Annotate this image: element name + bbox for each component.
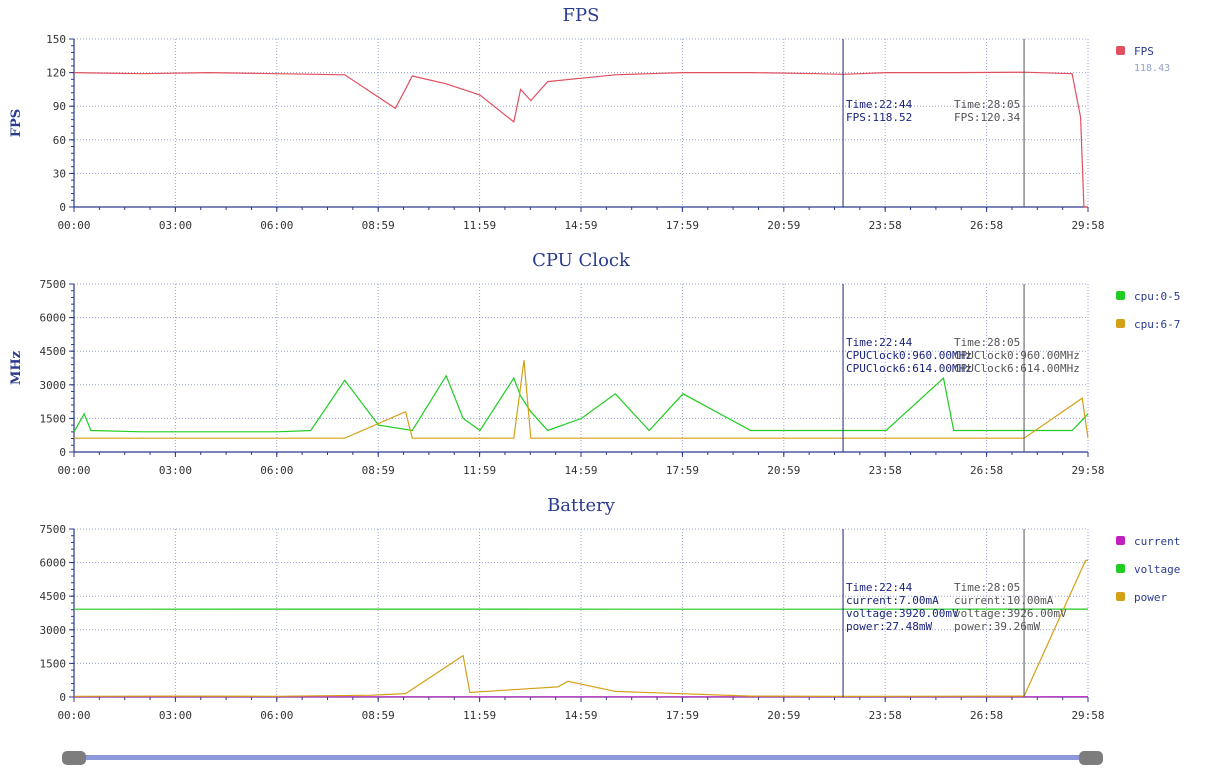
x-tick-label: 06:00 (260, 464, 293, 477)
chart-fps: FPS 00:00 03:00 06:00 08:59 11:59 14:59 17:59 20… (9, 5, 1170, 232)
x-tick-label: 23:58 (869, 219, 902, 232)
y-tick-label: 4500 (40, 345, 67, 358)
range-slider-handle-start[interactable] (62, 751, 86, 765)
legend-swatch[interactable] (1116, 564, 1125, 573)
x-tick-label: 03:00 (159, 464, 192, 477)
cursor-readout-line: Time:28:05 (954, 336, 1020, 349)
x-tick-label: 20:59 (767, 219, 800, 232)
range-slider-handle-end[interactable] (1079, 751, 1103, 765)
cursor-readout-line: power:39.26mW (954, 620, 1040, 633)
y-tick-label: 7500 (40, 278, 67, 291)
y-tick-label: 1500 (40, 412, 67, 425)
y-tick-label: 6000 (40, 557, 67, 570)
y-tick-label: 6000 (40, 312, 67, 325)
legend-swatch[interactable] (1116, 319, 1125, 328)
x-tick-label: 23:58 (869, 709, 902, 722)
cursor-readout-line: CPUClock0:960.00MHz (954, 349, 1080, 362)
y-tick-label: 4500 (40, 590, 67, 603)
x-tick-label: 17:59 (666, 464, 699, 477)
series-line-cpu-0-5 (73, 374, 1089, 433)
legend-swatch[interactable] (1116, 536, 1125, 545)
y-tick-label: 0 (59, 691, 66, 704)
legend-swatch[interactable] (1116, 46, 1125, 55)
cursor-readout-line: power:27.48mW (846, 620, 932, 633)
x-tick-label: 17:59 (666, 709, 699, 722)
y-tick-label: 90 (53, 100, 66, 113)
x-tick-label: 11:59 (463, 464, 496, 477)
cursor-readout-line: CPUClock0:960.00MHz (846, 349, 972, 362)
x-tick-label: 00:00 (57, 219, 90, 232)
x-tick-label: 08:59 (362, 219, 395, 232)
x-tick-label: 14:59 (564, 219, 597, 232)
cursor-readout-line: Time:22:44 (846, 98, 913, 111)
x-tick-label: 03:00 (159, 709, 192, 722)
x-tick-label: 11:59 (463, 219, 496, 232)
chart-battery: Battery 00:00 03:00 06:00 08:59 11:59 14:59 17:… (40, 495, 1181, 722)
x-tick-label: 14:59 (564, 464, 597, 477)
x-tick-label: 29:58 (1071, 709, 1104, 722)
x-tick-label: 23:58 (869, 464, 902, 477)
cursor-readout-line: current:7.00mA (846, 594, 939, 607)
cursor-readout-line: voltage:3920.00mV (846, 607, 959, 620)
y-tick-label: 3000 (40, 624, 67, 637)
legend-label[interactable]: power (1134, 591, 1167, 604)
y-tick-label: 30 (53, 167, 66, 180)
cursor-readout-line: current:10.00mA (954, 594, 1054, 607)
legend-label[interactable]: cpu:0-5 (1134, 290, 1180, 303)
range-slider-track[interactable] (80, 755, 1096, 760)
x-tick-label: 29:58 (1071, 219, 1104, 232)
chart-title: Battery (547, 495, 616, 516)
series-line-cpu-6-7 (74, 360, 1089, 439)
y-tick-label: 120 (46, 67, 66, 80)
cursor-readout-line: Time:28:05 (954, 98, 1020, 111)
y-tick-label: 60 (53, 134, 66, 147)
x-tick-label: 00:00 (57, 709, 90, 722)
x-tick-label: 08:59 (362, 464, 395, 477)
x-tick-label: 26:58 (970, 219, 1003, 232)
x-tick-label: 20:59 (767, 464, 800, 477)
series-line-fps (73, 71, 1088, 208)
legend-label[interactable]: current (1134, 535, 1180, 548)
cursor-readout-line: CPUClock6:614.00MHz (954, 362, 1080, 375)
cursor-readout-line: Time:22:44 (846, 581, 913, 594)
series-line-power (73, 559, 1088, 698)
x-tick-label: 14:59 (564, 709, 597, 722)
legend-swatch[interactable] (1116, 291, 1125, 300)
x-tick-label: 03:00 (159, 219, 192, 232)
cursor-readout-line: FPS:118.52 (846, 111, 912, 124)
chart-title: FPS (563, 5, 600, 26)
x-tick-label: 08:59 (362, 709, 395, 722)
y-tick-label: 7500 (40, 523, 67, 536)
y-tick-label: 150 (46, 33, 66, 46)
x-tick-label: 26:58 (970, 464, 1003, 477)
y-axis-label: MHz (9, 351, 24, 385)
legend-label[interactable]: cpu:6-7 (1134, 318, 1180, 331)
y-tick-label: 0 (59, 201, 66, 214)
x-tick-label: 29:58 (1071, 464, 1104, 477)
legend-swatch[interactable] (1116, 592, 1125, 601)
x-tick-label: 06:00 (260, 709, 293, 722)
legend-label[interactable]: FPS (1134, 45, 1154, 58)
legend-value: 118.43 (1134, 63, 1170, 74)
cursor-readout-line: Time:22:44 (846, 336, 913, 349)
x-tick-label: 11:59 (463, 709, 496, 722)
x-tick-label: 20:59 (767, 709, 800, 722)
cursor-readout-line: FPS:120.34 (954, 111, 1021, 124)
x-tick-label: 17:59 (666, 219, 699, 232)
x-tick-label: 06:00 (260, 219, 293, 232)
y-tick-label: 3000 (40, 379, 67, 392)
range-slider[interactable] (62, 751, 1103, 765)
y-axis-label: FPS (9, 109, 24, 137)
cursor-readout-line: CPUClock6:614.00MHz (846, 362, 972, 375)
chart-cpu: CPU Clock 00:00 03:00 06:00 08:59 11:59 14:59 1… (9, 250, 1180, 477)
y-tick-label: 1500 (40, 657, 67, 670)
chart-title: CPU Clock (532, 250, 631, 271)
legend-label[interactable]: voltage (1134, 563, 1180, 576)
y-tick-label: 0 (59, 446, 66, 459)
cursor-readout-line: Time:28:05 (954, 581, 1020, 594)
cursor-readout-line: voltage:3926.00mV (954, 607, 1067, 620)
x-tick-label: 26:58 (970, 709, 1003, 722)
x-tick-label: 00:00 (57, 464, 90, 477)
